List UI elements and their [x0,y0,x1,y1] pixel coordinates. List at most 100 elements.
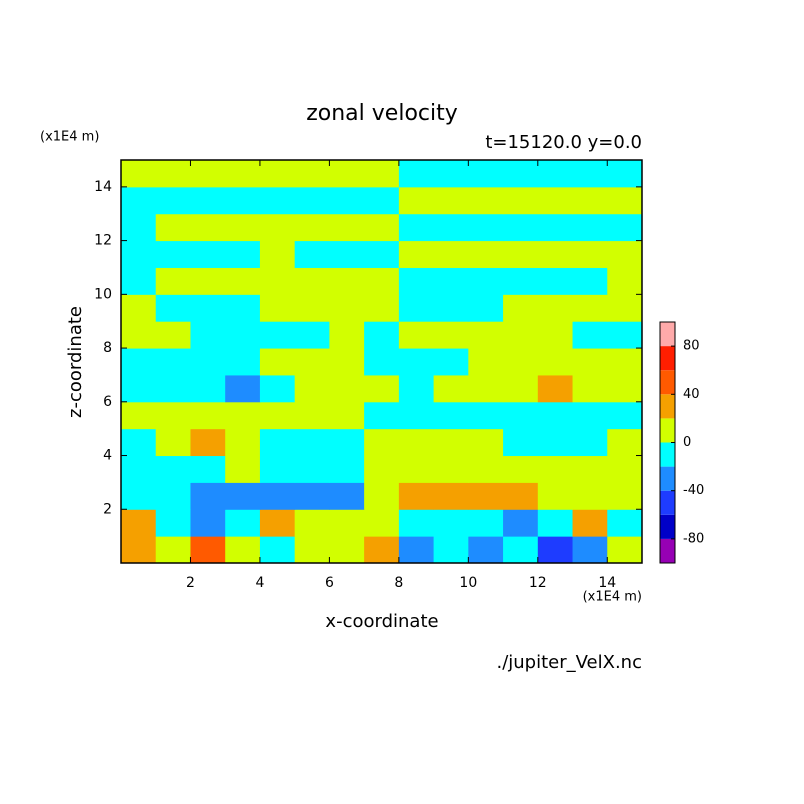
field-cell [503,455,539,483]
field-cell [433,401,469,430]
colorbar: -80 -40 0 40 80 [659,321,704,564]
field-cell [572,160,608,188]
field-cell [294,482,330,510]
field-cell [398,240,435,268]
field-cell [329,455,365,483]
field-cell [607,348,643,376]
field-cell [121,536,157,564]
field-cell [259,509,296,537]
field-cell [225,240,261,268]
field-cell [364,428,400,457]
field-cell [259,428,296,457]
field-cell [537,509,574,537]
field-cell [607,213,643,242]
x-tick-label: 2 [186,575,195,591]
field-cell [259,240,296,268]
y-tick-label: 6 [103,394,112,410]
field-cell [572,186,608,215]
field-cell [364,348,400,376]
field-cell [190,374,226,403]
y-tick-label: 14 [94,179,112,195]
colorbar-swatch [660,418,675,443]
field-cell [190,348,226,376]
field-cell [503,401,539,430]
field-cell [121,374,157,403]
field-cell [433,374,469,403]
field-cell [329,536,365,564]
field-cell [155,267,191,295]
field-cell [537,348,574,376]
field-cell [468,374,504,403]
field-cell [294,240,330,268]
field-cell [225,401,261,430]
field-cell [190,536,226,564]
field-cell [364,374,400,403]
field-cell [329,240,365,268]
field-cell [190,186,226,215]
field-cell [607,536,643,564]
field-cell [294,428,330,457]
field-cell [121,482,157,510]
field-cell [468,482,504,510]
y-tick-label: 8 [103,340,112,356]
field-cell [364,482,400,510]
field-cell [433,509,469,537]
field-cell [607,428,643,457]
field-cell [155,240,191,268]
field-cell [225,482,261,510]
field-cell [398,213,435,242]
field-cell [155,455,191,483]
field-cell [259,374,296,403]
field-cell [259,160,296,188]
colorbar-swatch [660,514,675,539]
field-cell [572,267,608,295]
field-cell [398,536,435,564]
field-cell [468,240,504,268]
field-cell [537,482,574,510]
field-cell [329,374,365,403]
field-cell [572,213,608,242]
field-cell [190,401,226,430]
field-cell [155,160,191,188]
field-cell [503,267,539,295]
field-cell [121,509,157,537]
field-cell [364,509,400,537]
field-cell [607,267,643,295]
axes: 2 4 6 8 10 12 14 2 4 6 8 10 12 14 [94,160,642,591]
field-cell [121,428,157,457]
field-cell [190,455,226,483]
chart-subtitle: t=15120.0 y=0.0 [485,132,642,153]
colorbar-swatch [660,490,675,515]
field-cell [607,374,643,403]
field-cell [225,536,261,564]
field-cell [364,186,400,215]
field-cell [503,160,539,188]
field-cell [121,455,157,483]
field-cell [433,482,469,510]
field-cell [433,240,469,268]
x-tick-label: 8 [394,575,403,591]
x-tick-label: 10 [459,575,477,591]
field-cell [468,455,504,483]
field-cell [294,348,330,376]
field-cell [225,428,261,457]
field-cell [190,321,226,349]
field-cell [225,186,261,215]
field-cell [364,455,400,483]
field-cell [607,186,643,215]
field-cell [398,482,435,510]
colorbar-swatch [660,346,675,371]
field-cell [190,213,226,242]
field-cell [433,267,469,295]
field-cell [225,267,261,295]
field-cell [259,186,296,215]
x-tick-label: 14 [598,575,616,591]
field-cell [225,294,261,322]
field-cell [398,374,435,403]
field-cell [607,294,643,322]
colorbar-swatch [660,370,675,395]
field-cell [329,348,365,376]
field-cell [607,160,643,188]
field-cell [329,213,365,242]
field-cell [259,294,296,322]
